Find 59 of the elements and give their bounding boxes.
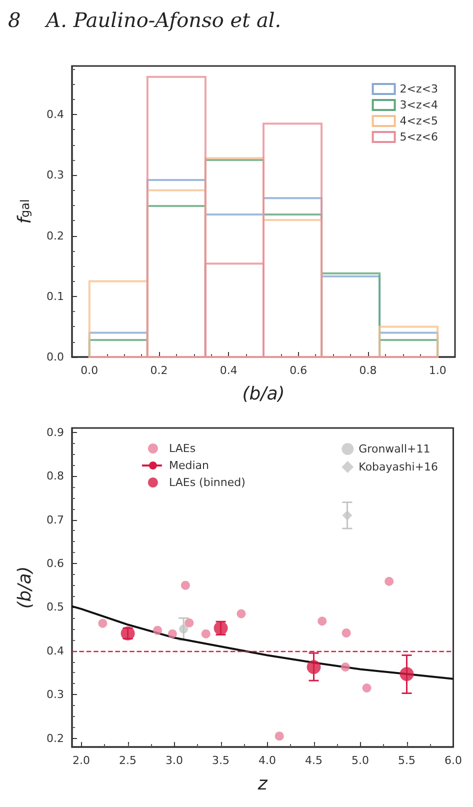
point [153, 626, 162, 635]
y-tick-label: 0.6 [46, 556, 64, 570]
x-tick-label: 5.0 [352, 754, 370, 767]
x-tick-label: 4.0 [258, 754, 276, 767]
y-tick-label: 0.4 [46, 644, 64, 658]
x-tick-label: 6.0 [444, 754, 462, 767]
x-tick-label: 0.0 [80, 364, 98, 377]
y-tick-label: 0.2 [46, 229, 64, 242]
legend-label: Gronwall+11 [358, 442, 430, 456]
point [342, 628, 351, 638]
x-tick-label: 2.0 [72, 754, 90, 767]
y-tick-label: 0.3 [46, 688, 64, 702]
y-axis-title: (b/a) [14, 566, 36, 609]
x-tick-label: 2.5 [119, 754, 137, 767]
point [184, 618, 194, 628]
y-tick-label: 0.8 [46, 470, 64, 483]
point [318, 616, 327, 626]
y-tick-label: 0.7 [46, 513, 64, 526]
line-series [71, 605, 454, 680]
legend-label: Median [168, 459, 209, 472]
x-tick-label: 1.0 [428, 364, 446, 377]
legend-label: LAEs (binned) [168, 476, 246, 489]
x-axis-title: z [256, 774, 268, 794]
point [384, 576, 394, 586]
y-tick-label: 0.0 [46, 350, 64, 364]
x-tick-label: 4.5 [305, 754, 323, 767]
y-tick-label: 0.5 [46, 600, 64, 614]
x-tick-label: 3.5 [212, 754, 230, 767]
y-tick-label: 0.4 [46, 108, 64, 121]
x-axis-title: (b/a) [242, 384, 285, 404]
point [168, 629, 177, 638]
y-tick-label: 0.3 [46, 168, 64, 182]
legend-label: 5<z<6 [400, 130, 438, 144]
y-tick-label: 0.2 [46, 732, 64, 745]
x-tick-label: 0.4 [220, 364, 238, 377]
point [236, 609, 246, 618]
x-tick-label: 0.2 [150, 364, 168, 377]
point [179, 624, 188, 634]
legend-label: LAEs [168, 442, 196, 455]
point [400, 667, 414, 682]
point [340, 662, 350, 672]
legend-label: 2<z<3 [400, 82, 438, 96]
text: 8 A. Paulino-Afonso et al. [8, 8, 282, 32]
legend-label: 3<z<4 [400, 98, 438, 112]
legend-label: Kobayashi+16 [358, 460, 438, 474]
y-tick-label: 0.1 [46, 290, 64, 303]
x-tick-label: 0.6 [290, 364, 308, 377]
x-tick-label: 0.8 [359, 364, 377, 377]
legend-label: 4<z<5 [400, 114, 438, 128]
point [342, 510, 352, 520]
point [201, 629, 210, 638]
point [306, 660, 321, 674]
x-tick-label: 5.5 [398, 754, 416, 767]
point [98, 618, 108, 628]
point [274, 732, 284, 741]
point [180, 580, 190, 590]
x-tick-label: 3.0 [166, 754, 184, 767]
point [362, 684, 372, 693]
y-tick-label: 0.9 [46, 426, 64, 439]
